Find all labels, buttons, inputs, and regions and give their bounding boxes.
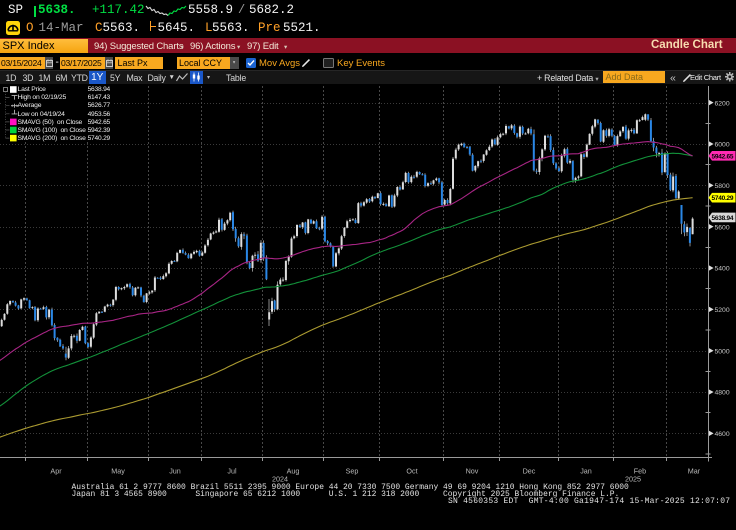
svg-text:Aug: Aug [287,467,300,476]
svg-text:Nov: Nov [466,467,479,476]
svg-text:Feb: Feb [634,467,646,476]
svg-text:Oct: Oct [406,467,417,476]
svg-text:May: May [111,467,125,476]
svg-text:5200: 5200 [715,307,730,314]
svg-text:5000: 5000 [715,348,730,355]
svg-text:5638.94: 5638.94 [712,215,734,222]
svg-text:5600: 5600 [715,224,730,231]
svg-text:Mar: Mar [688,467,701,476]
svg-text:4600: 4600 [715,431,730,438]
svg-text:Apr: Apr [50,467,62,476]
svg-text:Dec: Dec [523,467,536,476]
svg-text:2025: 2025 [625,475,641,484]
svg-text:Jul: Jul [227,467,237,476]
svg-text:5942.65: 5942.65 [712,153,734,160]
svg-text:Sep: Sep [346,467,359,476]
svg-text:Jun: Jun [169,467,181,476]
svg-text:Jan: Jan [580,467,592,476]
svg-text:5800: 5800 [715,183,730,190]
svg-text:5740.29: 5740.29 [712,195,734,202]
svg-text:4800: 4800 [715,390,730,397]
svg-text:5400: 5400 [715,266,730,273]
svg-text:6000: 6000 [715,142,730,149]
svg-text:2024: 2024 [272,475,288,484]
svg-text:6200: 6200 [715,100,730,107]
